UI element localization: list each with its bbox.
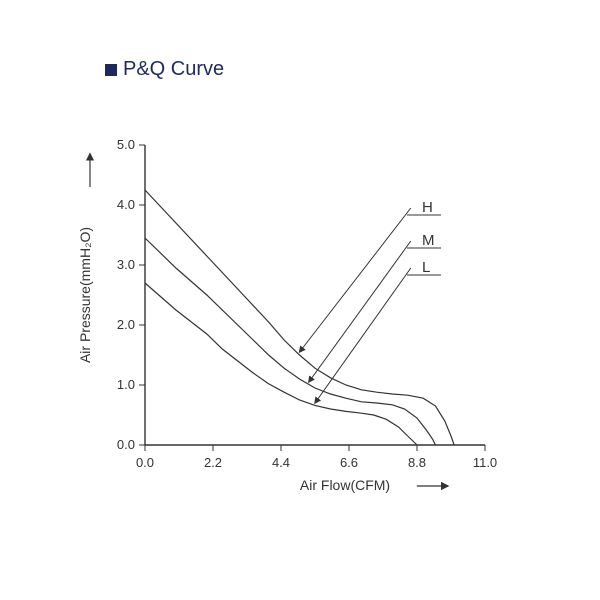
chart-title-row: P&Q Curve <box>105 58 224 81</box>
y-tick-label: 4.0 <box>117 197 135 212</box>
x-axis-label: Air Flow(CFM) <box>300 477 390 493</box>
series-label-h: H <box>422 199 433 216</box>
title-bullet-icon <box>105 64 117 76</box>
leader-h <box>300 208 411 352</box>
y-tick-label: 0.0 <box>117 437 135 452</box>
x-tick-label: 2.2 <box>204 455 222 470</box>
y-tick-label: 2.0 <box>117 317 135 332</box>
x-tick-label: 4.4 <box>272 455 290 470</box>
x-tick-label: 6.6 <box>340 455 358 470</box>
leader-m <box>309 241 411 382</box>
curve-l <box>145 283 417 445</box>
y-tick-label: 1.0 <box>117 377 135 392</box>
y-tick-label: 3.0 <box>117 257 135 272</box>
x-tick-label: 0.0 <box>136 455 154 470</box>
y-axis-label: Air Pressure(mmH₂O) <box>77 227 93 363</box>
series-label-l: L <box>422 259 430 276</box>
leader-l <box>315 268 411 403</box>
curve-m <box>145 238 436 445</box>
curve-h <box>145 190 454 445</box>
series-label-m: M <box>422 232 435 249</box>
chart-title: P&Q Curve <box>123 58 224 81</box>
x-tick-label: 11.0 <box>473 455 497 470</box>
y-tick-label: 5.0 <box>117 140 135 152</box>
x-tick-label: 8.8 <box>408 455 426 470</box>
chart-svg: 0.0 2.2 4.4 6.6 8.8 11.0 0.0 1.0 2.0 3.0 4.0 5.0 HML… <box>60 140 540 520</box>
pq-curve-chart: 0.0 2.2 4.4 6.6 8.8 11.0 0.0 1.0 2.0 3.0 4.0 5.0 HML… <box>60 140 540 520</box>
